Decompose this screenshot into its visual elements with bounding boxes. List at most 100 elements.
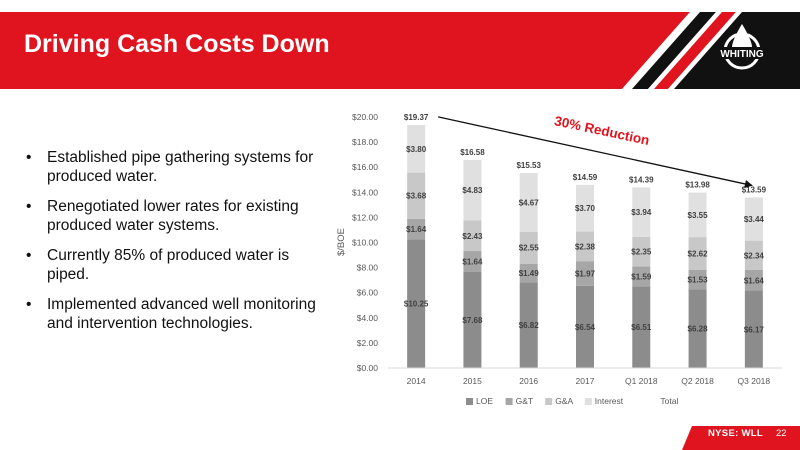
data-label: $2.62 <box>688 250 709 259</box>
y-tick-label: $4.00 <box>357 313 379 323</box>
data-label: $1.97 <box>575 270 596 279</box>
bar-segment-loe <box>407 239 426 368</box>
bullet-item: Established pipe gathering systems for p… <box>26 148 316 186</box>
x-tick-label: 2017 <box>576 376 595 386</box>
data-label: $6.17 <box>744 325 765 334</box>
total-label: $14.39 <box>629 175 654 184</box>
legend-swatch <box>584 398 592 405</box>
y-tick-label: $8.00 <box>357 263 379 273</box>
legend-label: Interest <box>595 396 624 406</box>
bar-segment-gt <box>744 269 763 291</box>
bar-segment-ga <box>407 172 426 219</box>
total-label: $16.58 <box>460 148 485 157</box>
x-tick-label: Q3 2018 <box>738 376 771 386</box>
y-axis: $0.00 $2.00 $4.00 $6.00 $8.00 $10.00 $12.00 $14… <box>352 112 378 373</box>
data-label: $6.51 <box>631 323 652 332</box>
bar-segment-ga <box>519 231 538 264</box>
cash-cost-chart: $0.00 $2.00 $4.00 $6.00 $8.00 $10.00 $12.00 $14… <box>336 112 782 406</box>
x-tick-label: 2015 <box>463 376 482 386</box>
bar-segment-gt <box>688 269 707 290</box>
y-axis-label: $/BOE <box>336 228 347 256</box>
x-tick-label: 2016 <box>519 376 538 386</box>
legend-label: G&T <box>516 396 533 406</box>
bullet-item: Currently 85% of produced water is piped… <box>26 246 316 284</box>
data-label: $1.49 <box>519 269 540 278</box>
data-label: $7.68 <box>462 316 483 325</box>
x-axis: 2014 2015 2016 2017 Q1 2018 Q2 2018 Q3 2018 <box>388 367 782 386</box>
bar-segment-ga <box>576 231 594 262</box>
y-tick-label: $18.00 <box>352 137 378 147</box>
legend-swatch <box>649 397 658 406</box>
y-tick-label: $10.00 <box>352 238 378 248</box>
y-tick-label: $14.00 <box>352 187 378 197</box>
bar-segment-loe <box>576 285 594 368</box>
bar-segment-ga <box>463 220 482 252</box>
x-tick-label: 2014 <box>407 376 426 386</box>
data-label: $3.80 <box>406 145 427 154</box>
legend-swatch <box>466 398 473 405</box>
slide-title: Driving Cash Costs Down <box>24 30 330 58</box>
bullet-list: Established pipe gathering systems for p… <box>26 148 316 344</box>
data-label: $6.54 <box>575 323 596 332</box>
ticker-symbol: WLL <box>741 428 763 439</box>
total-label: $19.37 <box>404 113 429 122</box>
bar-segment-loe <box>519 282 538 368</box>
data-label: $1.59 <box>631 272 652 281</box>
bar-segment-loe <box>688 289 707 368</box>
data-label: $1.53 <box>688 276 709 285</box>
legend-label: Total <box>660 396 678 406</box>
data-label: $3.94 <box>631 208 652 217</box>
page-number: 22 <box>776 428 787 439</box>
total-label: $15.53 <box>516 161 541 170</box>
bar-segment-ga <box>744 240 763 270</box>
bar-segment-ga <box>632 236 651 267</box>
bar-segment-gt <box>407 218 426 240</box>
total-label: $13.59 <box>742 185 767 194</box>
legend-label: G&A <box>555 396 573 406</box>
header-stripes <box>622 12 800 89</box>
data-label: $3.70 <box>575 204 596 213</box>
reduction-arrow <box>438 116 753 188</box>
data-label: $1.64 <box>406 225 427 234</box>
y-tick-label: $20.00 <box>352 112 378 122</box>
data-label: $3.68 <box>406 192 427 201</box>
data-label: $10.25 <box>404 300 429 309</box>
bar-segment-interest <box>407 124 426 173</box>
bullet-item: Renegotiated lower rates for existing pr… <box>26 197 316 235</box>
data-label: $3.44 <box>744 215 765 224</box>
bar-segment-gt <box>519 263 538 283</box>
ticker-label: NYSE: WLL <box>708 428 763 439</box>
bar-segment-interest <box>744 197 763 241</box>
total-label: $14.59 <box>573 173 598 182</box>
data-label: $6.28 <box>688 325 709 334</box>
bar-segment-ga <box>688 237 707 270</box>
bar-segment-interest <box>519 173 538 232</box>
legend-swatch <box>545 398 553 405</box>
data-label: $2.43 <box>462 232 483 241</box>
arrow-line <box>438 116 753 188</box>
bar-segment-interest <box>576 184 594 232</box>
logo-wordmark: WHITING <box>720 49 764 60</box>
bar-segment-interest <box>463 159 482 221</box>
data-label: $2.38 <box>575 242 596 251</box>
legend: LOE G&T G&A Interest Total <box>466 396 678 406</box>
legend-label: LOE <box>476 396 493 406</box>
data-label: $2.55 <box>519 244 540 253</box>
x-tick-label: Q2 2018 <box>681 376 714 386</box>
legend-swatch <box>505 398 513 405</box>
y-tick-label: $6.00 <box>357 288 379 298</box>
data-label: $1.64 <box>744 276 765 285</box>
bar-segment-gt <box>576 261 594 286</box>
data-label: $2.35 <box>631 248 652 257</box>
whiting-logo: WHITING <box>718 24 766 70</box>
data-label: $1.64 <box>462 257 483 266</box>
data-label: $2.34 <box>744 251 765 260</box>
bar-segment-gt <box>632 266 651 287</box>
y-tick-label: $12.00 <box>352 212 378 222</box>
bar-segment-interest <box>632 187 651 237</box>
bar-series: $10.25 $1.64 $3.68 $3.80 $19.37 $7.68 $1.64 $2.… <box>404 113 767 368</box>
bar-segment-loe <box>744 290 763 368</box>
y-tick-label: $16.00 <box>352 162 378 172</box>
header-graphic: WHITING <box>0 12 800 89</box>
reduction-annotation: 30% Reduction <box>553 113 651 148</box>
